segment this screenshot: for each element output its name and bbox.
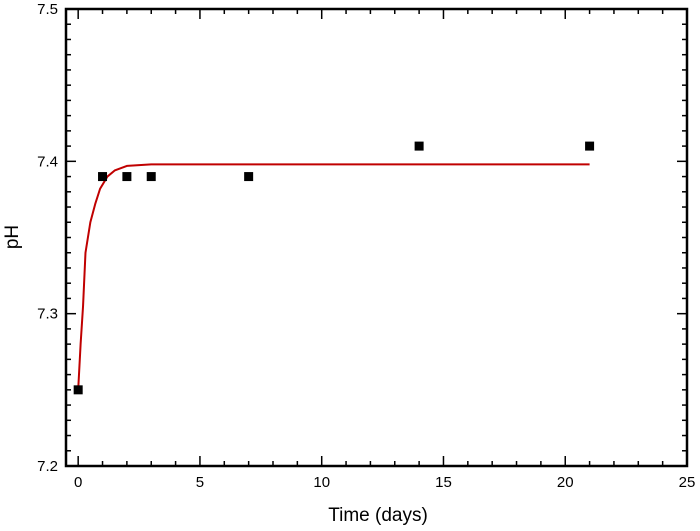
fit-curve — [77, 163, 590, 390]
data-point — [122, 172, 132, 182]
data-point — [73, 385, 83, 395]
x-tick-label: 20 — [557, 474, 574, 491]
y-tick-label: 7.3 — [37, 306, 58, 323]
x-tick-label: 25 — [679, 474, 696, 491]
y-tick-label: 7.4 — [37, 153, 58, 170]
x-axis-label: Time (days) — [328, 505, 428, 526]
data-point — [414, 141, 424, 151]
x-tick-label: 15 — [435, 474, 452, 491]
axis-ticks — [66, 8, 688, 467]
y-tick-label: 7.2 — [37, 458, 58, 475]
y-tick-label: 7.5 — [37, 1, 58, 18]
data-point — [244, 172, 254, 182]
data-point — [146, 172, 156, 182]
plot-frame — [64, 7, 689, 468]
axis-tick-labels: 0 5 10 15 20 25 7.2 7.3 7.4 7.5 — [37, 1, 695, 491]
data-point — [98, 172, 108, 182]
x-tick-label: 10 — [313, 474, 330, 491]
y-axis-label: pH — [2, 225, 23, 249]
x-tick-label: 0 — [74, 474, 82, 491]
data-point — [585, 141, 595, 151]
x-tick-label: 5 — [196, 474, 204, 491]
data-series — [73, 141, 595, 395]
